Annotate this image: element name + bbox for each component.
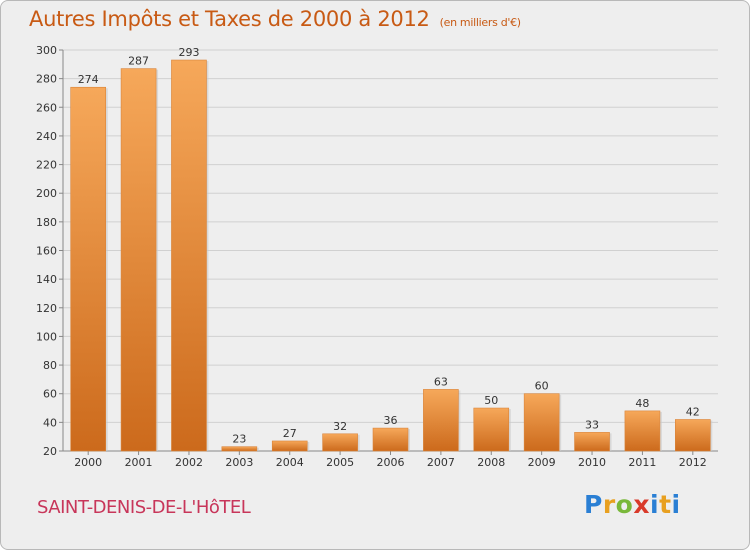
- bar-value-label: 287: [128, 55, 149, 68]
- bar-value-label: 36: [384, 414, 398, 427]
- label-layer: 274 287 293 23 27 32 36 63 50 60 33 48 42: [78, 46, 700, 446]
- x-tick-label: 2006: [377, 456, 405, 469]
- bar: [221, 446, 258, 452]
- x-tick-label: 2002: [175, 456, 203, 469]
- chart-title: Autres Impôts et Taxes de 2000 à 2012 (en…: [29, 7, 521, 31]
- y-tick-label: 200: [36, 187, 57, 200]
- x-tick-label: 2005: [326, 456, 354, 469]
- proxiti-logo: Proxiti: [584, 490, 681, 519]
- logo-letter: i: [650, 490, 660, 519]
- y-tick-label: 140: [36, 273, 57, 286]
- y-tick-label: 180: [36, 216, 57, 229]
- bar: [271, 440, 308, 452]
- bar-value-label: 63: [434, 375, 448, 388]
- bar: [523, 393, 560, 452]
- logo-letter: i: [671, 490, 681, 519]
- x-tick-label: 2000: [74, 456, 102, 469]
- bar-value-label: 274: [78, 73, 99, 86]
- chart-subtitle: (en milliers d'€): [439, 16, 521, 29]
- grid-layer: [63, 49, 718, 452]
- logo-letter: r: [602, 490, 616, 519]
- bar: [423, 389, 459, 452]
- bar-layer: [70, 59, 713, 452]
- logo-letter: P: [584, 490, 603, 519]
- logo-letter: t: [659, 490, 672, 519]
- y-tick-label: 40: [43, 416, 57, 429]
- bar: [473, 407, 510, 452]
- bar-value-label: 48: [635, 397, 649, 410]
- y-tick-label: 220: [36, 159, 57, 172]
- y-tick-label: 120: [36, 302, 57, 315]
- bar-value-label: 293: [178, 46, 199, 59]
- bar: [322, 433, 358, 452]
- y-tick-label: 100: [36, 330, 57, 343]
- logo-letter: o: [615, 490, 634, 519]
- y-tick-label: 20: [43, 445, 57, 458]
- bar: [70, 86, 106, 452]
- bar: [372, 427, 409, 452]
- place-name: SAINT-DENIS-DE-L'HôTEL: [37, 497, 251, 518]
- bar: [624, 410, 661, 452]
- bar: [675, 419, 711, 452]
- y-tick-label: 260: [36, 101, 57, 114]
- x-tick-label: 2008: [477, 456, 505, 469]
- x-tick-label: 2003: [225, 456, 253, 469]
- y-tick-label: 240: [36, 130, 57, 143]
- x-tick-label: 2009: [528, 456, 556, 469]
- bar-value-label: 32: [333, 420, 347, 433]
- bar-value-label: 23: [232, 433, 246, 446]
- y-tick-label: 300: [36, 44, 57, 57]
- chart-title-text: Autres Impôts et Taxes de 2000 à 2012: [29, 7, 430, 31]
- bar-value-label: 60: [535, 380, 549, 393]
- x-tick-label: 2004: [276, 456, 304, 469]
- bar: [120, 68, 157, 452]
- x-tick-label: 2011: [628, 456, 656, 469]
- x-tick-label: 2007: [427, 456, 455, 469]
- bar: [171, 59, 207, 452]
- x-tick-label: 2012: [679, 456, 707, 469]
- x-tick-label: 2010: [578, 456, 606, 469]
- y-tick-label: 80: [43, 359, 57, 372]
- bar-value-label: 50: [484, 394, 498, 407]
- y-tick-label: 60: [43, 388, 57, 401]
- bar-value-label: 27: [283, 427, 297, 440]
- y-tick-label: 280: [36, 73, 57, 86]
- bar-value-label: 42: [686, 405, 700, 418]
- bar-value-label: 33: [585, 418, 599, 431]
- x-tick-label: 2001: [125, 456, 153, 469]
- bar: [574, 432, 610, 452]
- y-tick-label: 160: [36, 245, 57, 258]
- logo-letter: x: [633, 490, 650, 519]
